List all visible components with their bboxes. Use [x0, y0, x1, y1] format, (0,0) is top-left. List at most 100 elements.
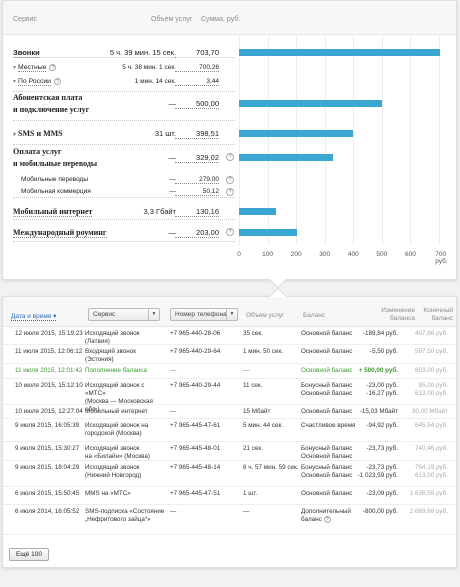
load-more-button[interactable]: Ещё 100: [9, 548, 49, 561]
summary-service-label[interactable]: Международный роуминг: [13, 228, 107, 238]
summary-row: Мобильный интернет 3,3 Гбайт 130,16: [3, 204, 456, 220]
summary-service-label[interactable]: ▾ SMS и MMS: [13, 129, 63, 138]
chart-x-tick-label: 300: [319, 251, 331, 258]
cell-phone: +7 965-445-47-61: [170, 422, 220, 430]
summary-service-text: Оплата услуг: [13, 147, 62, 156]
chart-gridline: [439, 35, 440, 245]
phone-filter-select[interactable]: Номер телефона ▼: [170, 308, 238, 321]
cell-service: MMS на «МТС»: [85, 490, 165, 498]
row-separator: [13, 91, 235, 92]
cell-final-text: 645,54 руб.: [414, 422, 448, 429]
summary-service-text: Международный роуминг: [13, 228, 107, 237]
help-icon[interactable]: ?: [226, 228, 234, 236]
summary-volume: 31 шт.: [154, 129, 176, 138]
header-volume: Объем услуг: [246, 312, 285, 319]
chart-x-tick-label: 400: [347, 251, 359, 258]
cell-change: -23,09 руб.: [366, 490, 398, 498]
cell-date: 10 июля 2015, 12:27:04: [15, 408, 83, 416]
summary-service-label[interactable]: Абонентская плата и подключение услуг: [13, 92, 89, 116]
summary-sum: 50,12: [175, 188, 219, 196]
summary-volume: 1 мин. 14 сек.: [134, 78, 176, 85]
summary-row: ▾ По России? 1 мин. 14 сек. 3,44: [3, 75, 456, 91]
summary-service-text-line2: и мобильные переводы: [13, 159, 98, 168]
summary-sum: 398,51: [175, 129, 219, 139]
summary-service-label[interactable]: Оплата услуг и мобильные переводы: [13, 146, 97, 170]
chart-bar: [239, 130, 353, 137]
header-balance: Баланс: [303, 312, 326, 319]
cell-service: Исходящий звонок на городской (Москва): [85, 422, 165, 438]
cell-balance-text: Счастливое время: [301, 422, 356, 429]
summary-service-text: Мобильная коммерция: [21, 188, 91, 195]
cell-volume: 15 Мбайт: [243, 408, 270, 416]
cell-date-text: 12 июля 2015, 15:19:23: [15, 330, 83, 337]
cell-volume-text: 35 сек.: [243, 330, 263, 337]
cell-balance-text: Бонусный баланс: [301, 445, 353, 452]
cell-phone-text: +7 965-440-29-44: [170, 382, 221, 389]
help-icon[interactable]: ?: [226, 188, 234, 196]
cell-date: 12 июля 2015, 15:19:23: [15, 330, 83, 338]
summary-row: Оплата услуг и мобильные переводы —329,02?: [3, 147, 456, 168]
table-row: 12 июля 2015, 15:19:23 Исходящий звонок (…: [3, 327, 456, 345]
transactions-panel: Дата и время ▾ Сервис ▼ Номер телефона ▼…: [2, 287, 457, 568]
cell-balance: Основной баланс: [301, 348, 361, 356]
summary-service-label[interactable]: ▾ Местные?: [13, 64, 57, 73]
summary-service-label[interactable]: ▾ По России?: [13, 78, 61, 87]
row-separator: [13, 219, 235, 220]
help-icon[interactable]: ?: [226, 153, 234, 161]
help-icon[interactable]: ?: [49, 64, 57, 71]
cell-volume: —: [243, 367, 249, 375]
row-separator: [13, 57, 235, 58]
expand-caret-icon[interactable]: ▾: [13, 132, 17, 138]
summary-volume: 5 ч. 39 мин. 15 сек.: [109, 48, 176, 57]
cell-date-text: 9 июля 2015, 18:04:29: [15, 464, 80, 471]
cell-service-text: MMS на «МТС»: [85, 490, 131, 497]
expand-caret-icon[interactable]: ▾: [13, 65, 17, 72]
cell-service-text: (Москва — Московская обл.): [85, 398, 153, 413]
cell-phone-text: +7 965-440-28-06: [170, 330, 221, 337]
cell-service-text: Исходящий звонок (Латвия): [85, 330, 140, 345]
expand-caret-icon[interactable]: ▾: [13, 79, 17, 86]
help-icon[interactable]: ?: [323, 516, 331, 523]
cell-change-text: -189,84 руб.: [362, 330, 398, 337]
summary-volume: —: [168, 228, 177, 237]
chart-x-tick-label: 200: [290, 251, 302, 258]
help-icon[interactable]: ?: [226, 176, 234, 184]
summary-service-label[interactable]: Мобильный интернет: [13, 207, 93, 217]
cell-phone: +7 965-440-29-44: [170, 382, 220, 390]
cell-balance: Бонусный баланс Основной баланс: [301, 445, 361, 461]
service-filter-select[interactable]: Сервис ▼: [88, 308, 160, 321]
cell-volume-text: 5 мин. 44 сек.: [243, 422, 283, 429]
summary-service-text: Мобильные переводы: [21, 176, 88, 183]
phone-filter-label: Номер телефона: [175, 311, 227, 318]
chart-x-tick-label: 500: [376, 251, 388, 258]
cell-volume: 35 сек.: [243, 330, 263, 338]
cell-date-text: 9 июля 2015, 15:30:27: [15, 445, 80, 452]
cell-volume-text: 11 сек.: [243, 382, 263, 389]
cell-volume-text: 15 Мбайт: [243, 408, 271, 415]
table-row: 6 июля 2014, 16:05:52 SMS-подписка «Состо…: [3, 505, 456, 535]
panel-pointer: [269, 271, 287, 289]
table-row: 9 июля 2015, 18:04:29 Исходящий звонок (Ни…: [3, 461, 456, 487]
cell-phone: —: [170, 408, 176, 416]
cell-final: 1 836,59 руб.: [410, 490, 448, 498]
cell-service-text: Исходящий звонок: [85, 445, 140, 452]
cell-service: Исходящий звонок (Нижний Новгород): [85, 464, 165, 480]
cell-balance-text: Основной баланс: [301, 408, 353, 415]
chart-x-tick-label: 100: [262, 251, 273, 258]
help-icon[interactable]: ?: [53, 78, 61, 85]
summary-volume: —: [168, 99, 177, 108]
chart-gridline: [410, 35, 412, 245]
cell-service-text: Входящий звонок (Эстония): [85, 348, 137, 363]
cell-final-text: 1 836,59 руб.: [409, 490, 448, 497]
summary-sum: 329,02: [175, 153, 219, 163]
cell-phone-text: —: [170, 508, 177, 515]
sort-by-date[interactable]: Дата и время ▾: [11, 313, 57, 321]
cell-final-text: 740,46 руб.: [414, 445, 448, 452]
cell-date-text: 10 июля 2015, 15:12:10: [15, 382, 83, 389]
cell-change: -15,03 Мбайт: [360, 408, 398, 416]
chevron-down-icon: ▼: [226, 309, 237, 320]
cell-service-text: „Нефритового зайца“»: [85, 516, 151, 523]
cell-service-text: Исходящий звонок с «МТС»: [85, 382, 145, 397]
cell-date-text: 6 июля 2015, 15:50:45: [15, 490, 80, 497]
cell-balance: Основной баланс: [301, 490, 361, 498]
